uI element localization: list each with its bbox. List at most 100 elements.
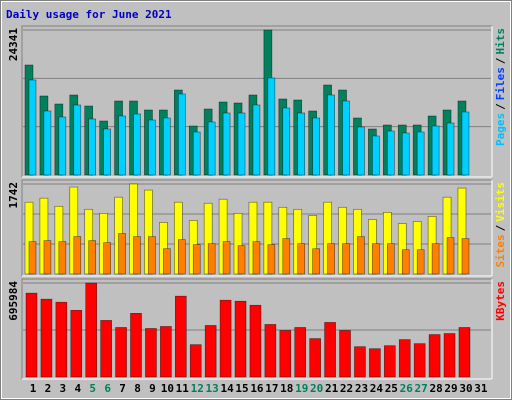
bar	[267, 244, 276, 275]
bar	[252, 241, 261, 275]
bar	[387, 130, 395, 176]
legend-separator: /	[494, 224, 507, 231]
x-tick-label: 14	[220, 382, 234, 395]
bar	[160, 326, 172, 378]
bar	[446, 122, 455, 176]
bar	[384, 345, 396, 378]
y-tick-label: 695984	[7, 281, 20, 321]
bar	[446, 237, 455, 275]
bar	[461, 111, 470, 176]
bar	[73, 236, 82, 275]
bar	[398, 339, 411, 378]
x-tick-label: 10	[161, 382, 174, 395]
bar	[387, 243, 395, 275]
bar	[372, 135, 380, 176]
bar	[431, 243, 440, 275]
bar	[178, 239, 186, 275]
x-tick-label: 30	[459, 382, 472, 395]
bar	[85, 282, 98, 378]
bar	[133, 113, 141, 176]
bar	[145, 328, 157, 378]
x-tick-label: 13	[206, 382, 219, 395]
x-tick-label: 20	[310, 382, 323, 395]
bar	[58, 241, 67, 275]
x-tick-label: 12	[191, 382, 204, 395]
bar	[249, 304, 262, 378]
bar	[163, 248, 171, 275]
legend-entry: Files	[494, 67, 507, 100]
x-tick-label: 22	[340, 382, 353, 395]
legend: Sites / Visits	[494, 182, 507, 268]
bar	[28, 241, 37, 275]
bar	[118, 115, 126, 176]
x-tick-label: 21	[325, 382, 339, 395]
bar	[25, 292, 38, 378]
bar	[458, 327, 471, 378]
bar	[431, 125, 440, 176]
x-tick-label: 31	[474, 382, 488, 395]
legend-separator: /	[494, 57, 507, 64]
bar	[443, 333, 456, 378]
bar	[130, 313, 142, 378]
bar	[103, 128, 111, 176]
bar	[40, 298, 53, 378]
legend-separator: /	[494, 103, 507, 110]
bar	[219, 299, 232, 378]
bar	[282, 107, 291, 176]
x-tick-label: 17	[265, 382, 278, 395]
bar	[192, 244, 201, 275]
bar	[294, 327, 307, 378]
bar	[88, 240, 97, 275]
x-tick-label: 24	[370, 382, 384, 395]
bar	[264, 324, 277, 378]
bar	[204, 325, 217, 378]
bar	[279, 330, 292, 378]
bar	[192, 131, 201, 176]
x-tick-label: 19	[295, 382, 308, 395]
bar	[100, 320, 112, 378]
bar	[88, 118, 97, 176]
bar	[237, 245, 246, 275]
x-tick-label: 7	[119, 382, 126, 395]
bar	[118, 233, 126, 275]
bar	[357, 236, 365, 275]
x-tick-label: 4	[74, 382, 81, 395]
x-tick-label: 26	[400, 382, 414, 395]
x-tick-label: 2	[45, 382, 52, 395]
legend: Pages / Files / Hits	[494, 28, 507, 146]
y-tick-label: 1742	[7, 182, 20, 209]
bar	[148, 236, 156, 275]
legend-entry: Pages	[494, 113, 507, 146]
bar	[401, 132, 410, 176]
legend-entry: KBytes	[494, 281, 507, 321]
x-tick-label: 15	[235, 382, 248, 395]
legend-entry: Hits	[494, 28, 507, 55]
bar	[309, 338, 321, 378]
x-tick-label: 6	[104, 382, 111, 395]
x-tick-label: 29	[444, 382, 457, 395]
bar	[327, 243, 335, 275]
bar	[28, 79, 37, 176]
bar	[148, 119, 156, 176]
bar	[222, 241, 231, 275]
bar	[416, 249, 425, 275]
x-tick-label: 8	[134, 382, 141, 395]
bar	[207, 243, 216, 275]
bar	[103, 242, 111, 275]
x-tick-label: 27	[415, 382, 428, 395]
x-tick-label: 3	[60, 382, 67, 395]
bar	[175, 295, 187, 378]
bar	[401, 249, 410, 275]
bar	[282, 238, 291, 275]
bar	[428, 334, 441, 378]
bar	[461, 238, 470, 275]
bar	[234, 300, 247, 378]
bar	[207, 121, 216, 176]
bar	[342, 243, 350, 275]
x-tick-label: 23	[355, 382, 368, 395]
bar	[413, 343, 426, 378]
bar	[58, 116, 67, 176]
bar	[189, 344, 202, 378]
bar	[297, 112, 306, 176]
